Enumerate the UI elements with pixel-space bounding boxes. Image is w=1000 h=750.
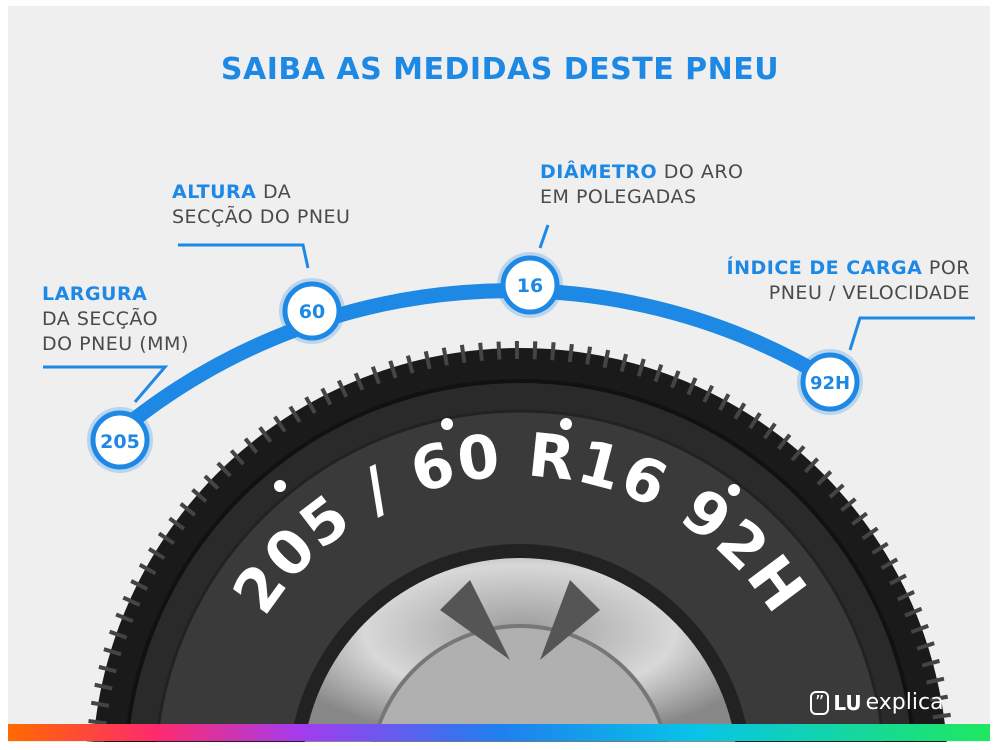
- label-text: POR: [928, 257, 970, 279]
- measurement-arc: [110, 283, 834, 441]
- label-text: DA: [262, 181, 292, 203]
- logo-bold: LU: [833, 690, 862, 715]
- lu-explica-logo: ” LU explica: [810, 690, 944, 715]
- label-text: PNEU / VELOCIDADE: [768, 282, 970, 304]
- value-circles: 205 60 16 92H: [87, 252, 863, 473]
- label-diametro: DIÂMETRO DO ARO EM POLEGADAS: [540, 160, 744, 210]
- svg-text:16: 16: [517, 275, 543, 297]
- label-highlight: LARGURA: [42, 283, 148, 305]
- value-circle-205: 205: [87, 407, 153, 473]
- label-text: DO PNEU (MM): [42, 333, 189, 355]
- label-text: EM POLEGADAS: [540, 186, 697, 208]
- rainbow-gradient-bar: [8, 724, 990, 741]
- label-highlight: ÍNDICE DE CARGA: [726, 257, 923, 279]
- tire: [86, 341, 954, 742]
- leader-lines: [43, 224, 975, 403]
- marking-dots: [274, 418, 740, 496]
- label-text: DO ARO: [663, 161, 744, 183]
- speech-bubble-icon: ”: [810, 690, 830, 715]
- label-highlight: DIÂMETRO: [540, 161, 658, 183]
- label-largura: LARGURA DA SECÇÃO DO PNEU (MM): [42, 282, 189, 357]
- label-indice: ÍNDICE DE CARGA POR PNEU / VELOCIDADE: [727, 256, 970, 306]
- value-circle-92h: 92H: [797, 349, 863, 415]
- label-highlight: ALTURA: [172, 181, 257, 203]
- label-text: DA SECÇÃO: [42, 308, 159, 330]
- svg-text:92H: 92H: [810, 373, 850, 394]
- page-title: SAIBA AS MEDIDAS DESTE PNEU: [220, 52, 780, 87]
- label-altura: ALTURA DA SECÇÃO DO PNEU: [172, 180, 350, 230]
- value-circle-16: 16: [497, 252, 563, 318]
- value-circle-60: 60: [279, 278, 345, 344]
- svg-text:60: 60: [299, 301, 325, 323]
- logo-text: explica: [865, 690, 944, 715]
- svg-text:205: 205: [100, 431, 140, 453]
- label-text: SECÇÃO DO PNEU: [172, 206, 351, 228]
